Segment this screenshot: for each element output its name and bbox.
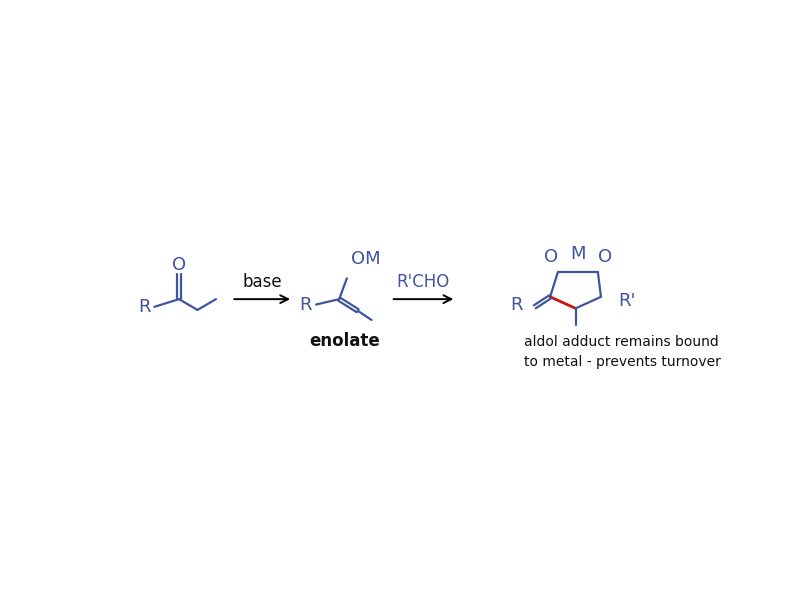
Text: R: R xyxy=(138,298,150,316)
Text: base: base xyxy=(242,272,282,290)
Text: enolate: enolate xyxy=(309,332,380,350)
Text: R: R xyxy=(510,296,523,314)
Text: R': R' xyxy=(618,292,635,310)
Text: O: O xyxy=(544,248,558,266)
Text: O: O xyxy=(172,256,186,274)
Text: R: R xyxy=(300,296,312,314)
Text: O: O xyxy=(598,248,612,266)
Text: R'CHO: R'CHO xyxy=(397,272,450,290)
Text: M: M xyxy=(570,245,586,263)
Text: aldol adduct remains bound
to metal - prevents turnover: aldol adduct remains bound to metal - pr… xyxy=(524,335,721,369)
Text: OM: OM xyxy=(350,250,380,268)
